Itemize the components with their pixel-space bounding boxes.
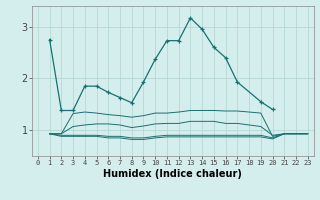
X-axis label: Humidex (Indice chaleur): Humidex (Indice chaleur) bbox=[103, 169, 242, 179]
